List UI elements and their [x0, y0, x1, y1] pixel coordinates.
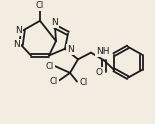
Text: Cl: Cl: [50, 77, 58, 86]
Text: N: N: [13, 40, 20, 49]
Text: N: N: [15, 26, 22, 35]
Text: N: N: [67, 45, 74, 54]
Text: Cl: Cl: [79, 78, 87, 87]
Text: Cl: Cl: [46, 62, 54, 71]
Text: NH: NH: [96, 47, 109, 56]
Text: N: N: [52, 18, 58, 27]
Text: Cl: Cl: [36, 1, 44, 10]
Text: O: O: [95, 68, 102, 77]
